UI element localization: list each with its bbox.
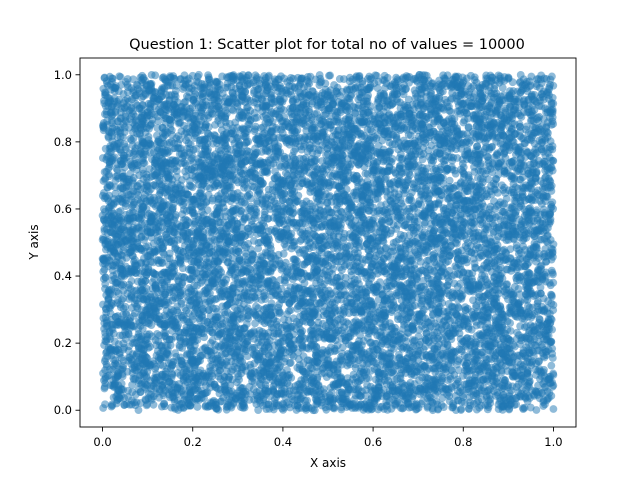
scatter-points xyxy=(99,71,558,414)
scatter-point xyxy=(99,404,107,412)
chart-title: Question 1: Scatter plot for total no of… xyxy=(129,37,525,53)
scatter-point xyxy=(517,71,525,79)
scatter-point xyxy=(548,73,556,81)
scatter-point xyxy=(252,302,260,310)
scatter-point xyxy=(519,405,527,413)
scatter-point xyxy=(128,277,136,285)
scatter-point xyxy=(465,325,473,333)
scatter-point xyxy=(550,405,558,413)
scatter-point xyxy=(361,170,369,178)
scatter-point xyxy=(449,403,457,411)
scatter-point xyxy=(277,163,285,171)
